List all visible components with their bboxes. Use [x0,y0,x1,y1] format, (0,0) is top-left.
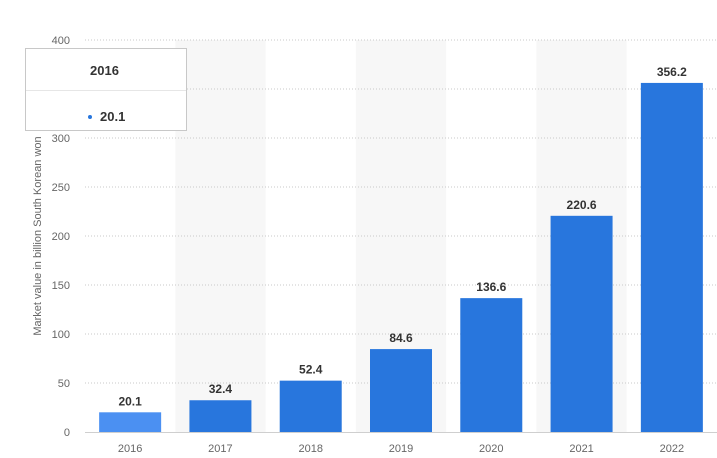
x-tick-label-2017: 2017 [208,443,232,455]
data-label-2020: 136.6 [476,280,506,294]
y-tick-label: 250 [52,182,70,194]
bar-2017[interactable] [189,400,252,432]
y-tick-label: 100 [52,329,70,341]
data-label-2018: 52.4 [299,363,323,377]
y-tick-label: 300 [52,133,70,145]
bar-2019[interactable] [370,349,432,432]
y-tick-label: 50 [58,378,70,390]
y-tick-label: 200 [52,231,70,243]
grid-lines [85,39,717,433]
data-label-2017: 32.4 [209,382,233,396]
bar-2016[interactable] [99,412,162,432]
x-tick-label-2019: 2019 [389,443,413,455]
bars [99,82,703,432]
x-tick-label-2020: 2020 [479,443,503,455]
y-tick-label: 0 [64,427,70,439]
x-axis-ticks: 2016 2017 2018 2019 2020 2021 2022 [118,443,684,455]
data-label-2016: 20.1 [118,394,142,408]
tooltip-divider [26,90,186,91]
x-tick-label-2021: 2021 [569,443,593,455]
bar-2020[interactable] [460,298,523,432]
y-tick-label: 150 [52,280,70,292]
tooltip: 2016 20.1 [25,48,187,131]
series-dot-icon [88,114,92,119]
bar-2018[interactable] [279,380,342,432]
y-axis-label: Market value in billion South Korean won [32,136,44,335]
tooltip-title: 2016 [90,63,119,78]
bar-2021[interactable] [550,215,613,432]
tooltip-value: 20.1 [100,109,126,124]
x-tick-label-2016: 2016 [118,443,142,455]
bar-2022[interactable] [640,82,703,432]
data-label-2022: 356.2 [657,65,687,79]
y-tick-label: 400 [52,35,70,47]
x-tick-label-2022: 2022 [660,443,684,455]
data-label-2019: 84.6 [389,331,413,345]
tooltip-row: 20.1 [88,109,125,124]
x-tick-label-2018: 2018 [298,443,322,455]
data-labels: 20.1 32.4 52.4 84.6 136.6 220.6 356.2 [118,65,687,408]
data-label-2021: 220.6 [567,198,597,212]
